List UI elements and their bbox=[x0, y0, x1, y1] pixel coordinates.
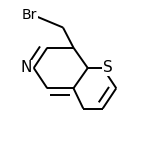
Text: S: S bbox=[103, 61, 113, 75]
Text: N: N bbox=[21, 61, 32, 75]
Text: Br: Br bbox=[22, 8, 37, 22]
